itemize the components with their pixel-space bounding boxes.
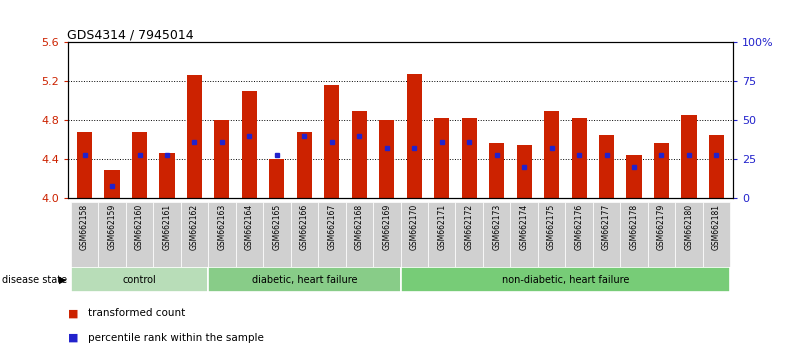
Bar	[648, 202, 675, 267]
Bar	[407, 74, 422, 198]
Text: GSM662159: GSM662159	[107, 204, 116, 250]
Text: GSM662177: GSM662177	[602, 204, 611, 250]
Bar	[215, 120, 229, 198]
Bar	[269, 159, 284, 198]
Text: GSM662160: GSM662160	[135, 204, 144, 250]
Bar	[159, 154, 175, 198]
Bar	[297, 132, 312, 198]
Bar	[517, 145, 532, 198]
Bar	[70, 202, 99, 267]
Bar	[682, 114, 697, 198]
Text: GSM662178: GSM662178	[630, 204, 638, 250]
Text: GSM662181: GSM662181	[712, 204, 721, 250]
Text: GSM662162: GSM662162	[190, 204, 199, 250]
Text: GSM662158: GSM662158	[80, 204, 89, 250]
Bar	[434, 118, 449, 198]
Text: ▶: ▶	[58, 275, 66, 285]
Bar	[77, 132, 92, 198]
Bar	[264, 202, 291, 267]
Bar	[489, 143, 504, 198]
Bar	[483, 202, 510, 267]
Text: GSM662165: GSM662165	[272, 204, 281, 250]
Bar	[345, 202, 373, 267]
Bar	[104, 170, 119, 198]
Bar	[654, 143, 669, 198]
Text: GSM662172: GSM662172	[465, 204, 473, 250]
Bar	[572, 118, 586, 198]
Bar	[510, 202, 537, 267]
Bar	[291, 202, 318, 267]
Bar	[318, 202, 345, 267]
Bar	[620, 202, 648, 267]
Text: GSM662175: GSM662175	[547, 204, 556, 250]
Text: ■: ■	[68, 333, 78, 343]
Text: disease state: disease state	[2, 275, 66, 285]
Text: GSM662180: GSM662180	[685, 204, 694, 250]
Text: transformed count: transformed count	[88, 308, 185, 318]
Bar	[593, 202, 620, 267]
Bar	[352, 110, 367, 198]
Text: GSM662161: GSM662161	[163, 204, 171, 250]
Bar	[208, 202, 235, 267]
Text: GSM662168: GSM662168	[355, 204, 364, 250]
Bar	[70, 267, 208, 292]
Text: control: control	[123, 275, 156, 285]
Bar	[566, 202, 593, 267]
Text: GSM662163: GSM662163	[217, 204, 227, 250]
Bar	[132, 132, 147, 198]
Bar	[544, 110, 559, 198]
Bar	[709, 135, 724, 198]
Text: GSM662167: GSM662167	[328, 204, 336, 250]
Text: GSM662174: GSM662174	[520, 204, 529, 250]
Text: GDS4314 / 7945014: GDS4314 / 7945014	[67, 28, 194, 41]
Bar	[324, 85, 340, 198]
Bar	[153, 202, 181, 267]
Bar	[626, 155, 642, 198]
Bar	[242, 91, 257, 198]
Text: GSM662171: GSM662171	[437, 204, 446, 250]
Text: GSM662164: GSM662164	[245, 204, 254, 250]
Bar	[126, 202, 153, 267]
Bar	[702, 202, 731, 267]
Bar	[461, 118, 477, 198]
Bar	[208, 267, 400, 292]
Bar	[456, 202, 483, 267]
Bar	[373, 202, 400, 267]
Text: GSM662170: GSM662170	[410, 204, 419, 250]
Text: GSM662179: GSM662179	[657, 204, 666, 250]
Bar	[379, 120, 394, 198]
Bar	[537, 202, 566, 267]
Bar	[187, 75, 202, 198]
Text: GSM662169: GSM662169	[382, 204, 391, 250]
Bar	[428, 202, 456, 267]
Text: non-diabetic, heart failure: non-diabetic, heart failure	[501, 275, 629, 285]
Bar	[599, 135, 614, 198]
Bar	[400, 267, 731, 292]
Text: diabetic, heart failure: diabetic, heart failure	[252, 275, 357, 285]
Text: GSM662176: GSM662176	[574, 204, 584, 250]
Bar	[235, 202, 264, 267]
Text: percentile rank within the sample: percentile rank within the sample	[88, 333, 264, 343]
Text: ■: ■	[68, 308, 78, 318]
Bar	[400, 202, 428, 267]
Bar	[99, 202, 126, 267]
Bar	[181, 202, 208, 267]
Text: GSM662166: GSM662166	[300, 204, 309, 250]
Text: GSM662173: GSM662173	[492, 204, 501, 250]
Bar	[675, 202, 702, 267]
